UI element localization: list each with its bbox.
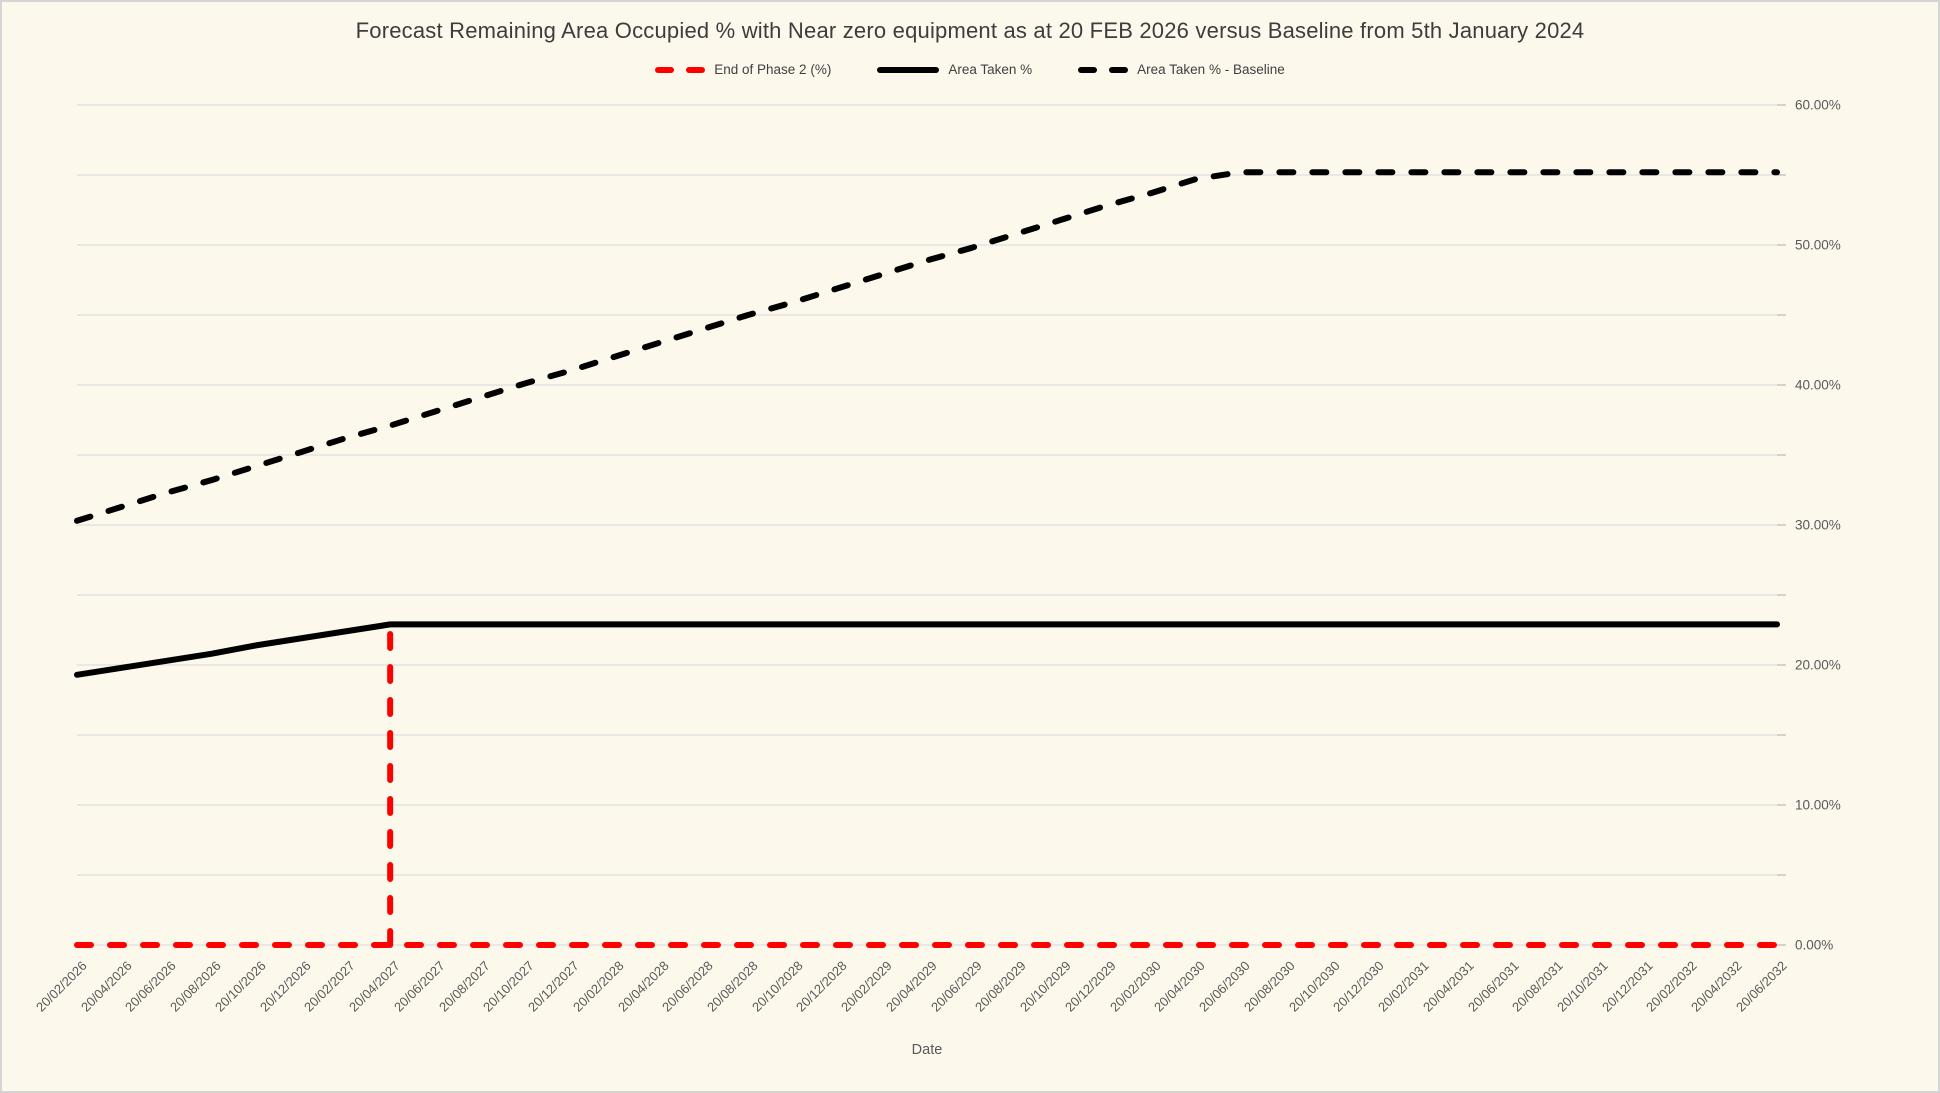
y-axis-label: 50.00%: [1795, 237, 1841, 253]
y-axis-label: 60.00%: [1795, 97, 1841, 113]
black-solid-line-icon: [877, 66, 940, 73]
x-axis-label: 20/06/2032: [1732, 958, 1790, 1015]
legend-item-end-of-phase-2: End of Phase 2 (%): [655, 62, 831, 77]
legend-item-area-taken: Area Taken %: [877, 62, 1032, 77]
y-axis-label: 10.00%: [1795, 797, 1841, 813]
chart-title: Forecast Remaining Area Occupied % with …: [355, 18, 1585, 43]
legend-item-area-taken-baseline: Area Taken % - Baseline: [1078, 62, 1285, 77]
series-line-area-taken-baseline: [74, 169, 1780, 524]
y-axis-label: 30.00%: [1795, 517, 1841, 533]
red-dashed-line-icon: [655, 66, 706, 73]
series-line-area-taken: [74, 621, 1780, 678]
y-axis-label: 20.00%: [1795, 657, 1841, 673]
x-axis-title: Date: [911, 1042, 943, 1058]
black-dashed-line-icon: [1078, 66, 1129, 73]
y-axis-label: 40.00%: [1795, 377, 1841, 393]
legend-label: Area Taken %: [948, 62, 1033, 77]
legend-label: Area Taken % - Baseline: [1137, 62, 1285, 77]
legend-label: End of Phase 2 (%): [714, 62, 832, 77]
legend: End of Phase 2 (%) Area Taken % Area Tak…: [2, 62, 1938, 77]
y-axis-label: 0.00%: [1795, 937, 1834, 953]
